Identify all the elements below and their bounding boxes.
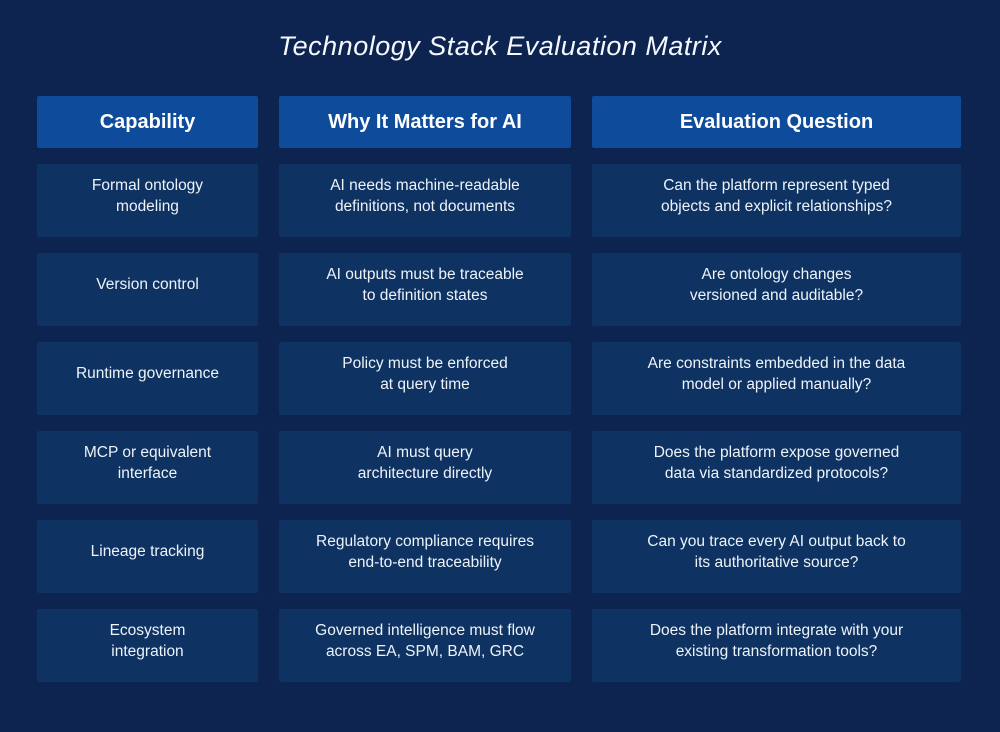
capability-cell: Ecosystem integration	[37, 609, 258, 682]
question-cell: Does the platform integrate with your ex…	[592, 609, 961, 682]
question-cell: Are ontology changes versioned and audit…	[592, 253, 961, 326]
capability-cell: Runtime governance	[37, 342, 258, 415]
why-cell: Regulatory compliance requires end-to-en…	[279, 520, 571, 593]
why-cell: Policy must be enforced at query time	[279, 342, 571, 415]
why-cell: AI outputs must be traceable to definiti…	[279, 253, 571, 326]
why-cell: AI needs machine-readable definitions, n…	[279, 164, 571, 237]
why-cell: AI must query architecture directly	[279, 431, 571, 504]
question-cell: Can you trace every AI output back to it…	[592, 520, 961, 593]
question-cell: Can the platform represent typed objects…	[592, 164, 961, 237]
page-title: Technology Stack Evaluation Matrix	[278, 31, 722, 61]
question-cell: Does the platform expose governed data v…	[592, 431, 961, 504]
capability-cell: Formal ontology modeling	[37, 164, 258, 237]
capability-cell: MCP or equivalent interface	[37, 431, 258, 504]
capability-cell: Version control	[37, 253, 258, 326]
evaluation-matrix-table: Capability Why It Matters for AI Evaluat…	[37, 96, 961, 682]
header-cell-evaluation-question: Evaluation Question	[592, 96, 961, 148]
capability-cell: Lineage tracking	[37, 520, 258, 593]
header-cell-capability: Capability	[37, 96, 258, 148]
why-cell: Governed intelligence must flow across E…	[279, 609, 571, 682]
question-cell: Are constraints embedded in the data mod…	[592, 342, 961, 415]
header-cell-why-it-matters: Why It Matters for AI	[279, 96, 571, 148]
